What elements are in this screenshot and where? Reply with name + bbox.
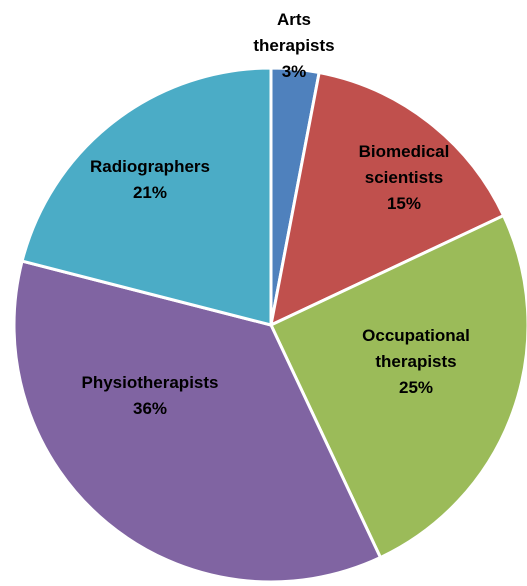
value-label: 15% — [386, 194, 422, 213]
value-label: 36% — [132, 399, 168, 418]
category-label: Arts therapists — [253, 10, 335, 55]
slice-label: Arts therapists 3% — [253, 7, 334, 85]
category-label: Biomedical scientists — [358, 142, 450, 187]
pie-slice — [269, 214, 527, 560]
category-label: Physiotherapists — [81, 373, 219, 392]
value-label: 25% — [398, 378, 434, 397]
slice-label: Biomedical scientists 15% — [359, 139, 450, 217]
value-label: 3% — [281, 62, 307, 81]
category-label: Occupational therapists — [362, 326, 470, 371]
slice-label: Occupational therapists 25% — [362, 323, 470, 401]
slice-label: Physiotherapists 36% — [82, 370, 219, 422]
pie-slice — [12, 259, 382, 584]
slice-label: Radiographers 21% — [90, 154, 210, 206]
value-label: 21% — [132, 183, 168, 202]
category-label: Radiographers — [90, 157, 210, 176]
pie-slice — [269, 71, 506, 327]
pie-slice — [20, 66, 273, 327]
